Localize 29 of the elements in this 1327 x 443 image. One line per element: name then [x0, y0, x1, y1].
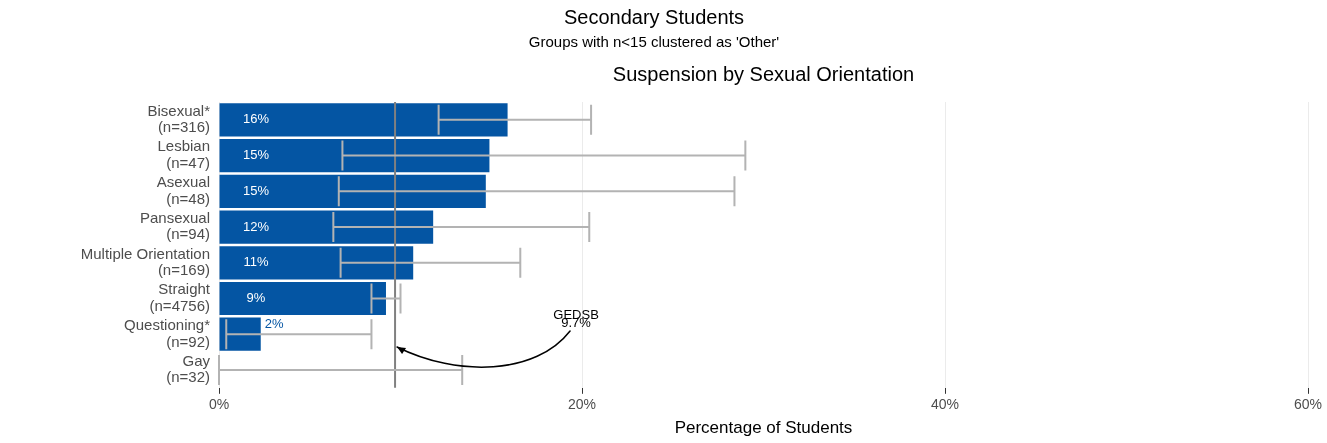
x-axis-title: Percentage of Students	[674, 418, 853, 438]
bar	[219, 246, 414, 280]
bar	[219, 103, 508, 137]
data-label: 15%	[242, 147, 270, 163]
data-label: 2%	[264, 315, 284, 331]
data-label: 11%	[243, 254, 269, 270]
data-label: 9%	[246, 290, 266, 306]
bar	[219, 174, 486, 208]
data-label: 15%	[242, 182, 270, 198]
y-tick-label: Multiple Orientation (n=169)	[80, 244, 210, 279]
x-tick-label: 60%	[1293, 396, 1323, 413]
data-label: 16%	[242, 111, 270, 127]
x-tick-label: 40%	[930, 396, 960, 413]
data-label: 12%	[242, 218, 270, 234]
y-tick-label: Pansexual (n=94)	[139, 208, 210, 243]
text: Suspension by Sexual Orientation	[612, 62, 915, 85]
y-tick-label: Gay (n=32)	[166, 351, 211, 386]
y-tick-label: Straight (n=4756)	[149, 280, 211, 314]
bar	[219, 138, 490, 173]
bar	[219, 281, 386, 316]
bar	[219, 210, 434, 244]
x-tick-label: 0%	[208, 396, 230, 413]
chart-title: Secondary Students	[563, 5, 745, 28]
y-tick-label: Lesbian (n=47)	[157, 137, 210, 171]
x-tick-label: 20%	[567, 396, 597, 413]
y-tick-label: Asexual (n=48)	[156, 173, 210, 207]
y-tick-label: Bisexual* (n=316)	[147, 101, 211, 136]
y-tick-label: Questioning* (n=92)	[124, 316, 211, 350]
chart-subtitle: Groups with n<15 clustered as 'Other'	[528, 33, 780, 51]
